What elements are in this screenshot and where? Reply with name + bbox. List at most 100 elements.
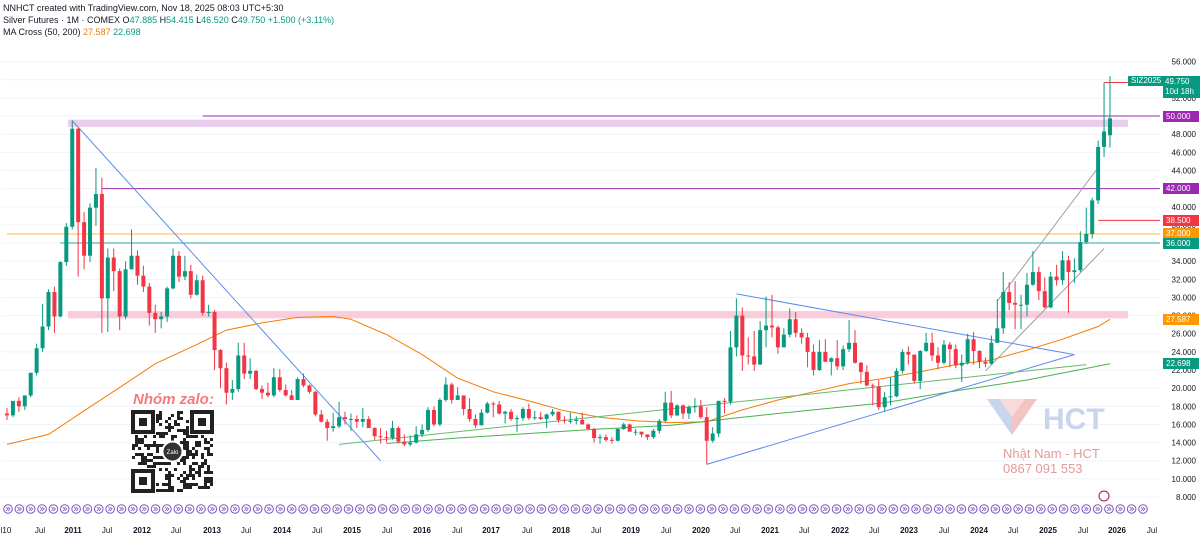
event-marker-chevron (482, 506, 488, 512)
qr-cell (186, 426, 189, 429)
qr-cell (168, 423, 171, 426)
candle-body (852, 342, 857, 363)
chart-grid (2, 61, 1160, 498)
candle-body (331, 426, 336, 429)
candle-body (455, 395, 460, 400)
event-marker-chevron (1061, 506, 1067, 512)
qr-cell (198, 465, 201, 468)
event-marker-chevron (584, 506, 590, 512)
price-zone (68, 311, 1128, 319)
event-marker-chevron (153, 506, 159, 512)
candle-body (900, 351, 905, 371)
candle-body (532, 417, 537, 419)
qr-cell (207, 471, 210, 474)
candle-body (663, 402, 668, 421)
candle-body (1102, 131, 1107, 147)
time-tick-label: Jul (241, 526, 251, 535)
price-tick-label: 32.000 (1172, 275, 1197, 284)
candle-body (182, 271, 187, 277)
candle-body (111, 257, 116, 272)
qr-cell (204, 483, 207, 486)
time-tick-label: 2023 (900, 526, 918, 535)
candle-body (556, 411, 561, 420)
candle-body (230, 389, 235, 393)
candle-body (1078, 242, 1083, 271)
qr-cell (201, 453, 204, 456)
candle-body (1013, 302, 1018, 305)
candle-body (384, 437, 389, 439)
event-marker-chevron (493, 506, 499, 512)
candle-body (936, 355, 941, 363)
time-tick-label: Jul (452, 526, 462, 535)
qr-cell (159, 435, 162, 438)
candle-body (313, 391, 318, 415)
created-line: NNHCT created with TradingView.com, Nov … (3, 3, 284, 13)
candle-body (1054, 276, 1059, 281)
candle-body (414, 434, 419, 443)
candle-body (360, 418, 365, 422)
qr-cell (192, 456, 195, 459)
candle-body (983, 361, 988, 364)
event-marker-chevron (1106, 506, 1112, 512)
event-marker-chevron (164, 506, 170, 512)
candle-body (348, 418, 353, 420)
qr-cell (189, 474, 192, 477)
event-marker-chevron (437, 506, 442, 512)
ma-indicator-label[interactable]: MA Cross (50, 200) (3, 27, 81, 37)
event-marker-chevron (527, 506, 533, 512)
qr-cell (192, 483, 195, 486)
candle-body (657, 420, 662, 431)
event-marker-chevron (675, 506, 681, 512)
qr-cell (183, 459, 186, 462)
event-marker-chevron (334, 506, 340, 512)
price-tick-label: 34.000 (1172, 257, 1197, 266)
qr-cell (192, 474, 195, 477)
candle-body (835, 358, 840, 367)
qr-cell (207, 468, 210, 471)
zalo-group-title: Nhóm zalo: (133, 391, 214, 408)
qr-cell (162, 435, 165, 438)
qr-cell (204, 477, 207, 480)
qr-cell (192, 453, 195, 456)
price-level-tag: 42.000 (1163, 183, 1199, 195)
qr-cell (186, 483, 189, 486)
qr-cell (153, 435, 156, 438)
qr-cell (195, 441, 198, 444)
chart-header: NNHCT created with TradingView.com, Nov … (3, 2, 334, 38)
current-price-tag: 49.750 10d 18h (1163, 76, 1200, 98)
time-tick-label: Jul (522, 526, 532, 535)
event-marker-chevron (346, 506, 352, 512)
qr-cell (156, 444, 159, 447)
candle-body (550, 411, 555, 415)
time-tick-label: Jul (312, 526, 322, 535)
qr-cell (165, 426, 168, 429)
event-marker-chevron (471, 506, 476, 512)
qr-cell (192, 468, 195, 471)
time-tick-label: 2013 (203, 526, 221, 535)
qr-cell (204, 459, 207, 462)
qr-cell (153, 465, 156, 468)
candle-body (918, 350, 923, 381)
qr-cell (180, 429, 183, 432)
event-marker-chevron (641, 506, 647, 512)
price-tick-label: 30.000 (1172, 293, 1197, 302)
qr-cell (168, 480, 171, 483)
event-marker-chevron (981, 506, 987, 512)
time-tick-label: Jul (171, 526, 181, 535)
event-marker-chevron (1095, 506, 1101, 512)
trendline (71, 120, 381, 462)
candle-body (307, 385, 312, 392)
current-price-value: 49.750 (1165, 77, 1190, 86)
symbol-name[interactable]: Silver Futures · 1M · COMEX (3, 15, 121, 25)
qr-cell (132, 447, 135, 450)
candle-body (129, 255, 134, 270)
candle-body (117, 271, 122, 317)
candle-body (141, 275, 146, 287)
qr-cell (180, 474, 183, 477)
candle-body (971, 339, 976, 351)
qr-cell (183, 456, 186, 459)
qr-cell (207, 447, 210, 450)
candle-body (1042, 291, 1047, 308)
low-label: L (196, 15, 202, 25)
